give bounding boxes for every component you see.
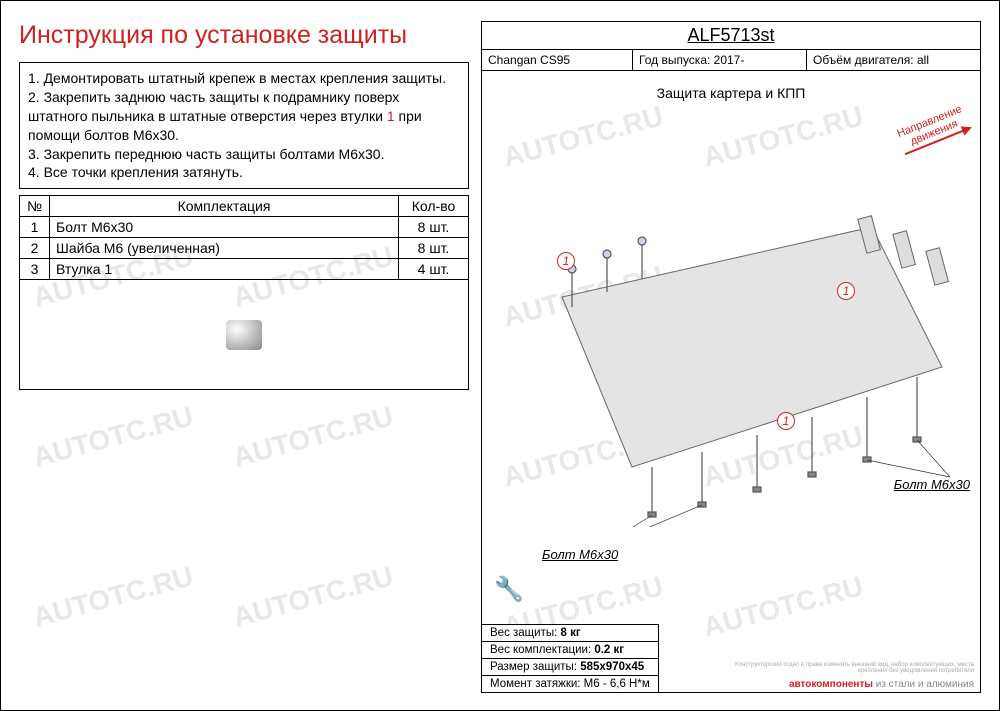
watermark: AUTOTC.RU [230,400,397,473]
wrench-icon: 🔧 [494,575,524,604]
instruction-step: 2. Закрепить заднюю часть защиты к подра… [28,88,460,145]
spec-size: Размер защиты: 585х970х45 [482,659,658,676]
callout-marker: 1 [777,412,795,430]
watermark: AUTOTC.RU [30,400,197,473]
spec-kit-weight: Вес комплектации: 0.2 кг [482,642,658,659]
skid-plate-diagram [502,167,962,527]
header-block: ALF5713st Changan CS95 Год выпуска: 2017… [482,22,980,71]
callout-marker: 1 [557,252,575,270]
engine-label: Объём двигателя: all [807,50,980,70]
table-row: 1 Болт М6х30 8 шт. [20,217,469,238]
watermark: AUTOTC.RU [30,560,197,633]
table-row: 2 Шайба М6 (увеличенная) 8 шт. [20,238,469,259]
callout-marker: 1 [837,282,855,300]
bolt-label-right: Болт М6х30 [894,477,970,492]
spec-weight: Вес защиты: 8 кг [482,625,658,642]
fineprint: Конструкторский отдел в праве изменять в… [714,662,974,674]
diagram-panel: ALF5713st Changan CS95 Год выпуска: 2017… [481,21,981,693]
model-label: Changan CS95 [482,50,633,70]
th-qty: Кол-во [399,196,469,217]
bushing-illustration [19,280,469,390]
spec-torque: Момент затяжки: М6 - 6,6 Н*м [482,676,658,692]
year-label: Год выпуска: 2017- [633,50,807,70]
th-num: № [20,196,50,217]
instruction-step: 1. Демонтировать штатный крепеж в местах… [28,69,460,88]
brand-footer: автокомпоненты из стали и алюминия [789,679,974,690]
th-name: Комплектация [50,196,399,217]
part-number: ALF5713st [482,22,980,50]
instructions-box: 1. Демонтировать штатный крепеж в местах… [19,62,469,189]
instruction-step: 3. Закрепить переднюю часть защиты болта… [28,145,460,164]
bushing-icon [226,320,262,350]
direction-arrow: Направление движения [895,103,971,157]
instruction-step: 4. Все точки крепления затянуть. [28,163,460,182]
diagram-subtitle: Защита картера и КПП [482,85,980,101]
table-row: 3 Втулка 1 4 шт. [20,259,469,280]
bolt-label-left: Болт М6х30 [542,547,618,562]
watermark: AUTOTC.RU [230,560,397,633]
page-title: Инструкция по установке защиты [19,21,469,50]
diagram-area: Направление движения [482,107,980,577]
parts-table: № Комплектация Кол-во 1 Болт М6х30 8 шт.… [19,195,469,280]
specs-box: Вес защиты: 8 кг Вес комплектации: 0.2 к… [481,624,659,693]
left-panel: Инструкция по установке защиты 1. Демонт… [19,21,469,390]
